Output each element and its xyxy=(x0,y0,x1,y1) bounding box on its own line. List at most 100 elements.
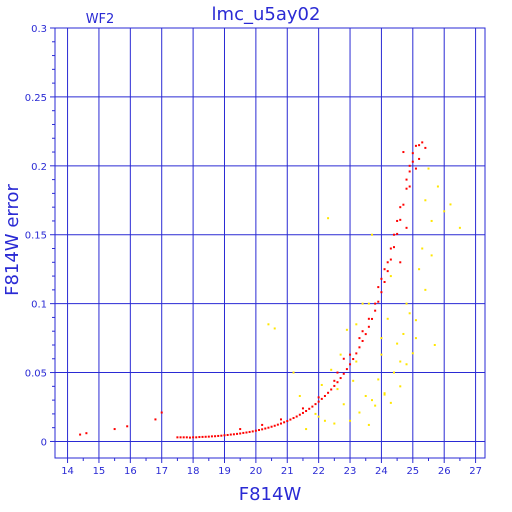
data-point xyxy=(239,432,242,435)
data-point xyxy=(367,317,370,320)
data-point xyxy=(396,232,399,235)
data-point xyxy=(392,233,395,236)
x-tick-label: 15 xyxy=(93,466,106,477)
data-point xyxy=(323,419,326,422)
data-point xyxy=(273,424,276,427)
data-point xyxy=(414,337,417,340)
data-point xyxy=(358,411,361,414)
data-point xyxy=(421,141,424,144)
data-point xyxy=(317,400,320,403)
data-point xyxy=(430,254,433,257)
data-point xyxy=(320,397,323,400)
data-point xyxy=(327,217,330,220)
data-point xyxy=(207,435,210,438)
data-point xyxy=(188,436,191,439)
x-tick-label: 22 xyxy=(312,466,325,477)
x-tick-label: 16 xyxy=(124,466,137,477)
data-point xyxy=(389,401,392,404)
data-point xyxy=(458,226,461,229)
data-point xyxy=(421,247,424,250)
x-tick-label: 27 xyxy=(469,466,482,477)
data-point xyxy=(261,423,264,426)
data-point xyxy=(408,312,411,315)
data-point xyxy=(361,330,364,333)
data-point xyxy=(336,371,339,374)
data-point xyxy=(449,203,452,206)
data-point xyxy=(380,353,383,356)
data-point xyxy=(79,433,82,436)
data-point xyxy=(414,167,417,170)
data-point xyxy=(182,436,185,439)
data-point xyxy=(349,419,352,422)
data-point xyxy=(204,435,207,438)
data-point xyxy=(292,371,295,374)
data-point xyxy=(301,407,304,410)
x-tick-label: 25 xyxy=(406,466,419,477)
data-point xyxy=(358,346,361,349)
data-point xyxy=(261,428,264,431)
data-point xyxy=(371,233,374,236)
data-point xyxy=(311,405,314,408)
data-point xyxy=(308,407,311,410)
data-point xyxy=(192,436,195,439)
data-point xyxy=(220,434,223,437)
data-point xyxy=(286,420,289,423)
data-point xyxy=(399,218,402,221)
data-point xyxy=(317,396,320,399)
data-point xyxy=(402,332,405,335)
data-point xyxy=(377,300,380,303)
data-point xyxy=(358,337,361,340)
data-point xyxy=(392,246,395,249)
data-point xyxy=(380,291,383,294)
data-point xyxy=(333,384,336,387)
data-point xyxy=(418,157,421,160)
data-point xyxy=(414,319,417,322)
x-tick-label: 20 xyxy=(250,466,263,477)
data-point xyxy=(405,363,408,366)
data-point xyxy=(389,258,392,261)
data-point xyxy=(217,434,220,437)
chip-tag: WF2 xyxy=(86,12,115,27)
data-point xyxy=(352,379,355,382)
data-point xyxy=(402,203,405,206)
data-point xyxy=(433,343,436,346)
data-point xyxy=(386,317,389,320)
x-tick-label: 17 xyxy=(155,466,168,477)
x-axis-label: F814W xyxy=(239,484,302,505)
data-point xyxy=(160,411,163,414)
data-point xyxy=(254,429,257,432)
data-point xyxy=(242,431,245,434)
data-point xyxy=(389,247,392,250)
data-point xyxy=(248,430,251,433)
data-point xyxy=(305,428,308,431)
data-point xyxy=(355,360,358,363)
data-point xyxy=(232,433,235,436)
data-point xyxy=(279,418,282,421)
data-point xyxy=(176,436,179,439)
data-point xyxy=(418,268,421,271)
data-point xyxy=(371,317,374,320)
data-point xyxy=(389,275,392,278)
data-point xyxy=(399,360,402,363)
data-point xyxy=(364,333,367,336)
data-point xyxy=(314,403,317,406)
x-tick-label: 21 xyxy=(281,466,294,477)
data-point xyxy=(85,432,88,435)
data-point xyxy=(342,403,345,406)
data-point xyxy=(436,185,439,188)
data-point xyxy=(396,219,399,222)
data-point xyxy=(330,368,333,371)
y-tick-label: 0.3 xyxy=(31,24,47,35)
data-point xyxy=(411,160,414,163)
x-tick-label: 18 xyxy=(187,466,200,477)
data-point xyxy=(355,323,358,326)
data-point xyxy=(411,352,414,355)
data-point xyxy=(367,302,370,305)
data-point xyxy=(386,261,389,264)
data-point xyxy=(380,277,383,280)
data-point xyxy=(185,436,188,439)
x-tick-label: 14 xyxy=(61,466,74,477)
data-point xyxy=(339,377,342,380)
y-tick-label: 0.1 xyxy=(31,300,47,311)
